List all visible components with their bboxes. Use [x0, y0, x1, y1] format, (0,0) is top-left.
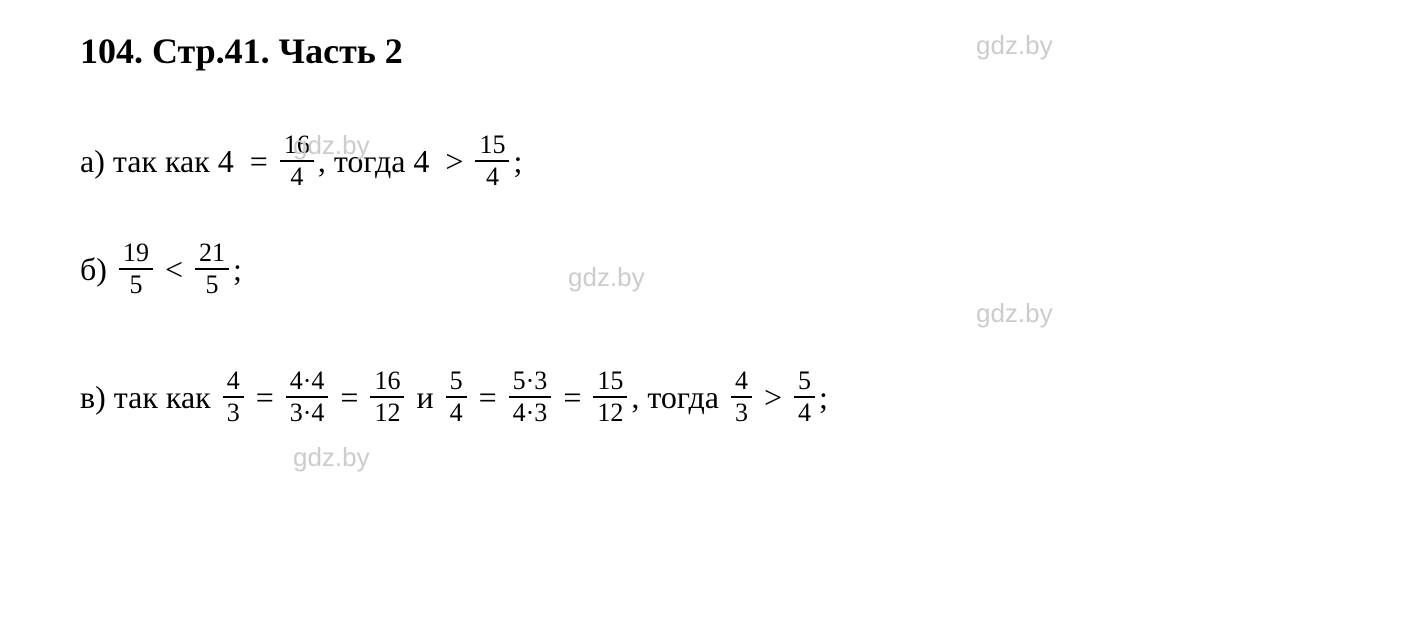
fraction: 4 3 [731, 368, 752, 426]
equals-sign: = [563, 379, 581, 416]
greater-than-sign: > [764, 379, 782, 416]
numerator: 19 [119, 240, 153, 270]
numerator: 5 [446, 368, 467, 398]
text: и [408, 379, 441, 416]
numerator: 15 [475, 132, 509, 162]
numerator: 5 [794, 368, 815, 398]
numerator: 4 [731, 368, 752, 398]
document-body: 104. Стр.41. Часть 2 а) так как 4 = 16 4… [0, 0, 1403, 516]
solution-line-c: в) так как 4 3 = 4·4 3·4 = 16 12 и 5 4 =… [80, 368, 1363, 426]
denominator: 3·4 [286, 398, 329, 426]
text: ; [819, 379, 828, 416]
denominator: 5 [125, 270, 146, 298]
numerator: 4·4 [286, 368, 329, 398]
fraction: 5·3 4·3 [509, 368, 552, 426]
text: б) [80, 251, 115, 288]
denominator: 12 [593, 398, 627, 426]
numerator: 16 [280, 132, 314, 162]
solution-line-b: б) 19 5 < 21 5 ; [80, 240, 1363, 298]
denominator: 4 [446, 398, 467, 426]
fraction: 15 4 [475, 132, 509, 190]
text: ; [513, 143, 522, 180]
page-title: 104. Стр.41. Часть 2 [80, 30, 1363, 72]
less-than-sign: < [165, 251, 183, 288]
numerator: 21 [195, 240, 229, 270]
denominator: 12 [370, 398, 404, 426]
numerator: 16 [370, 368, 404, 398]
denominator: 4 [286, 162, 307, 190]
greater-than-sign: > [445, 143, 463, 180]
numerator: 5·3 [509, 368, 552, 398]
fraction: 21 5 [195, 240, 229, 298]
text: , тогда 4 [318, 143, 438, 180]
fraction: 16 12 [370, 368, 404, 426]
fraction: 16 4 [280, 132, 314, 190]
fraction: 5 4 [794, 368, 815, 426]
text: а) так как 4 [80, 143, 242, 180]
equals-sign: = [256, 379, 274, 416]
fraction: 4 3 [223, 368, 244, 426]
denominator: 3 [223, 398, 244, 426]
denominator: 4 [794, 398, 815, 426]
fraction: 19 5 [119, 240, 153, 298]
numerator: 15 [593, 368, 627, 398]
equals-sign: = [479, 379, 497, 416]
equals-sign: = [250, 143, 268, 180]
denominator: 4 [482, 162, 503, 190]
denominator: 3 [731, 398, 752, 426]
equals-sign: = [340, 379, 358, 416]
fraction: 5 4 [446, 368, 467, 426]
solution-line-a: а) так как 4 = 16 4 , тогда 4 > 15 4 ; [80, 132, 1363, 190]
fraction: 15 12 [593, 368, 627, 426]
fraction: 4·4 3·4 [286, 368, 329, 426]
text: ; [233, 251, 242, 288]
denominator: 5 [201, 270, 222, 298]
text: , тогда [631, 379, 727, 416]
numerator: 4 [223, 368, 244, 398]
text: в) так как [80, 379, 219, 416]
denominator: 4·3 [509, 398, 552, 426]
